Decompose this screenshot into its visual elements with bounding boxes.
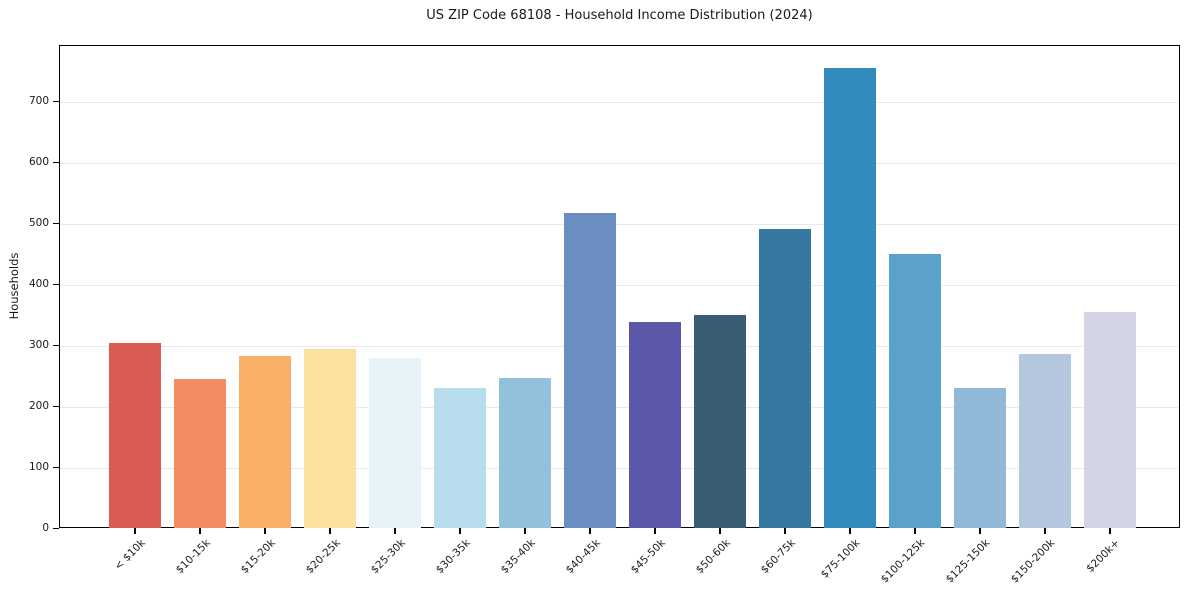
y-tick-mark-200 [53, 405, 59, 407]
gridline-y-400 [60, 284, 1179, 286]
y-tick-label-300: 300 [28, 339, 49, 352]
y-tick-label-200: 200 [28, 400, 49, 413]
x-tick-mark-7 [589, 528, 591, 534]
gridline-y-600 [60, 162, 1179, 164]
x-tick-label-text: $60-75k [758, 537, 798, 577]
x-tick-mark-15 [1109, 528, 1111, 534]
x-tick-label-text: $75-100k [818, 537, 863, 581]
x-tick-mark-1 [199, 528, 201, 534]
gridline-y-200 [60, 406, 1179, 408]
bar-$20-25k [304, 349, 356, 528]
bar-$125-150k [954, 388, 1006, 528]
y-tick-mark-600 [53, 161, 59, 163]
x-tick-label-text: $200k+ [1084, 537, 1123, 575]
gridline-y-300 [60, 345, 1179, 347]
x-tick-label-text: $15-20k [238, 537, 278, 577]
y-tick-mark-0 [53, 527, 59, 529]
gridline-y-700 [60, 101, 1179, 103]
x-tick-label-text: $10-15k [173, 537, 213, 577]
bar-$200k+ [1084, 311, 1136, 528]
chart-title: US ZIP Code 68108 - Household Income Dis… [426, 8, 813, 23]
bar-$45-50k [629, 321, 681, 528]
x-tick-mark-3 [329, 528, 331, 534]
bar-< $10k [109, 343, 161, 528]
x-tick-label-text: $35-40k [498, 537, 538, 577]
gridline-y-100 [60, 467, 1179, 469]
gridline-y-500 [60, 223, 1179, 225]
bar-$40-45k [564, 213, 616, 528]
x-tick-mark-6 [524, 528, 526, 534]
x-tick-mark-5 [459, 528, 461, 534]
bar-$25-30k [369, 358, 421, 528]
y-tick-label-700: 700 [28, 95, 49, 108]
plot-area [59, 45, 1180, 528]
bar-$15-20k [239, 356, 291, 528]
x-tick-label-text: $150-200k [1008, 537, 1058, 586]
x-tick-mark-13 [979, 528, 981, 534]
x-tick-mark-4 [394, 528, 396, 534]
x-tick-label-text: $40-45k [563, 537, 603, 577]
y-tick-mark-300 [53, 344, 59, 346]
x-tick-label-text: $125-150k [943, 537, 993, 586]
y-tick-mark-700 [53, 100, 59, 102]
bar-$35-40k [499, 377, 551, 528]
x-tick-mark-9 [719, 528, 721, 534]
x-tick-mark-8 [654, 528, 656, 534]
y-tick-label-500: 500 [28, 217, 49, 230]
x-tick-label-text: $25-30k [368, 537, 408, 577]
x-tick-mark-14 [1044, 528, 1046, 534]
x-tick-label-text: $45-50k [628, 537, 668, 577]
bar-$50-60k [694, 315, 746, 528]
bar-$150-200k [1019, 354, 1071, 528]
x-tick-label-text: $20-25k [303, 537, 343, 577]
x-tick-mark-12 [914, 528, 916, 534]
y-tick-label-0: 0 [42, 522, 49, 534]
x-tick-mark-2 [264, 528, 266, 534]
y-tick-label-400: 400 [28, 278, 49, 291]
bar-$100-125k [889, 254, 941, 528]
x-tick-mark-0 [134, 528, 136, 534]
x-tick-label-text: $50-60k [693, 537, 733, 577]
bar-$10-15k [174, 379, 226, 528]
bar-$60-75k [759, 228, 811, 528]
y-tick-mark-400 [53, 283, 59, 285]
x-tick-mark-11 [849, 528, 851, 534]
bar-$75-100k [824, 67, 876, 528]
y-tick-label-100: 100 [28, 461, 49, 473]
y-tick-label-600: 600 [28, 156, 49, 169]
y-tick-mark-500 [53, 222, 59, 224]
y-tick-mark-100 [53, 466, 59, 468]
x-tick-label-text: $100-125k [878, 537, 928, 586]
x-tick-label-text: $30-35k [433, 537, 473, 577]
x-tick-mark-10 [784, 528, 786, 534]
x-tick-label-text: < $10k [111, 537, 148, 573]
bar-$30-35k [434, 388, 486, 528]
